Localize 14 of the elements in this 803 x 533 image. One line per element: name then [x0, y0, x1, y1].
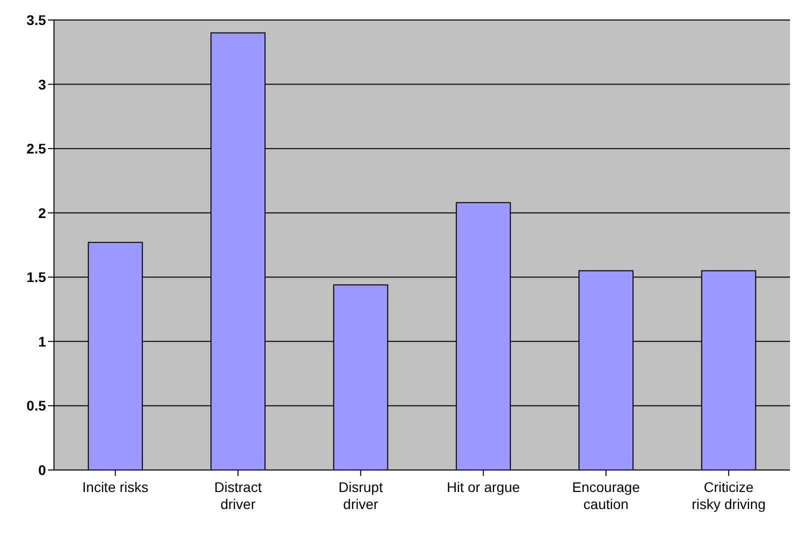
x-tick-label: Disrupt driver [338, 479, 383, 512]
x-tick-label: Hit or argue [446, 479, 520, 495]
x-tick-label: Incite risks [82, 479, 148, 495]
x-tick-label: Criticize risky driving [692, 479, 766, 512]
y-tick-label: 2 [38, 204, 46, 221]
y-tick-label: 1.5 [26, 269, 46, 286]
y-tick-label: 0.5 [26, 398, 46, 414]
y-tick-label: 0 [38, 462, 46, 478]
y-tick-label: 3.5 [26, 12, 46, 28]
x-tick-label: Distract driver [214, 479, 262, 512]
y-tick-label: 2.5 [26, 140, 46, 157]
x-tick-label: Encourage caution [572, 479, 640, 512]
y-tick-label: 1 [38, 333, 46, 350]
y-tick-label: 3 [38, 76, 46, 92]
